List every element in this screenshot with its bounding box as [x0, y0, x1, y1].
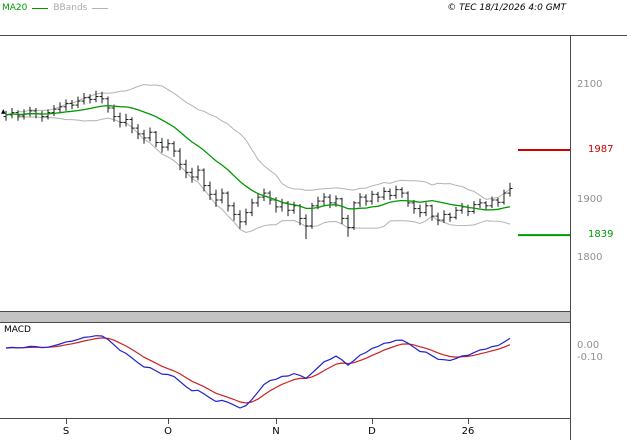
- x-axis-label: D: [368, 426, 376, 437]
- x-axis-label: 26: [461, 426, 475, 437]
- macd-axis-label: -0.10: [577, 352, 603, 363]
- x-axis-label: N: [272, 426, 280, 437]
- bollinger-lower-band: [17, 116, 511, 234]
- macd-line: [5, 335, 511, 409]
- ma20-line: [5, 105, 511, 211]
- macd-signal-line: [5, 337, 511, 404]
- bollinger-upper-band: [17, 84, 511, 200]
- legend: MA20 BBands: [2, 3, 109, 13]
- legend-ma20-label: MA20: [2, 3, 28, 13]
- panel-separator: [0, 311, 570, 322]
- copyright-text: © TEC 18/1/2026 4:0 GMT: [447, 3, 566, 13]
- price-axis-label: 1800: [577, 251, 603, 263]
- bbands-line-swatch-icon: [92, 7, 109, 9]
- price-axis-label: 1900: [577, 194, 603, 205]
- support-price-label: 1839: [588, 229, 614, 241]
- resistance-price-label: 1987: [588, 143, 614, 155]
- price-marker-icon: ▲: [1, 108, 6, 115]
- price-axis-label: 2100: [577, 79, 603, 90]
- x-axis-label: S: [62, 426, 70, 437]
- macd-panel-title: MACD: [4, 325, 31, 335]
- macd-axis-label: 0.00: [577, 340, 600, 351]
- x-axis-label: O: [164, 426, 172, 437]
- ma20-line-swatch-icon: [32, 7, 49, 9]
- legend-bbands-label: BBands: [53, 3, 88, 13]
